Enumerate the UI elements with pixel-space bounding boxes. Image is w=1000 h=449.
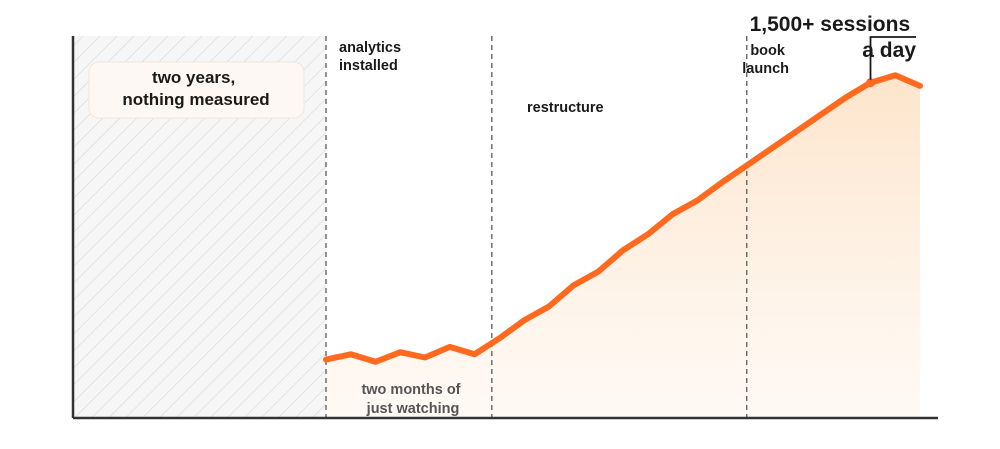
region-label-card <box>88 61 305 119</box>
marker-label-book-launch: book launch <box>742 43 789 77</box>
annotation-peak: 1,500+ sessions a day <box>750 13 917 62</box>
data-point <box>866 78 875 88</box>
marker-label-restructure: restructure <box>527 100 604 116</box>
marker-label-analytics: analytics installed <box>339 40 405 74</box>
area-fill <box>326 75 920 419</box>
peak-callout-bracket <box>869 36 916 80</box>
annotation-watching: two months of just watching <box>361 382 464 417</box>
region-label: two years, nothing measured <box>122 68 269 109</box>
